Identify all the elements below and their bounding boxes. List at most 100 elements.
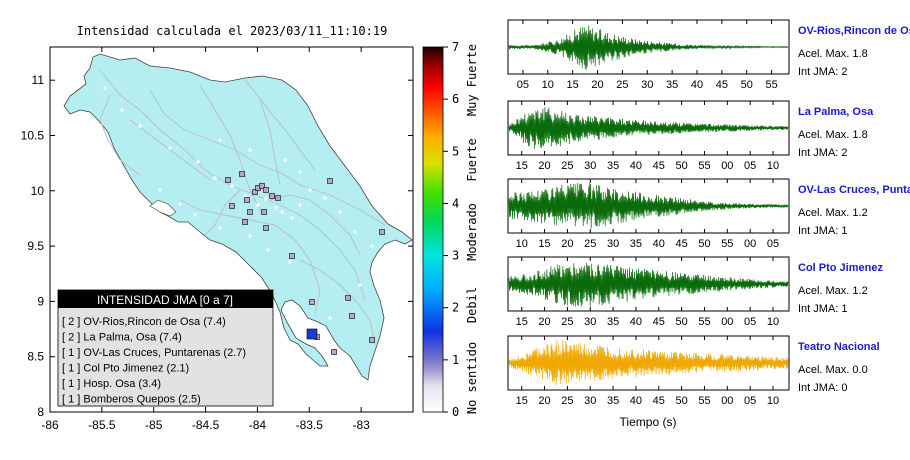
trace-x-tick-label: 05 — [744, 395, 756, 407]
map-x-tick-label: -84.5 — [192, 418, 220, 432]
intensity-legend: INTENSIDAD JMA [0 a 7] [ 2 ] OV-Rios,Rin… — [57, 289, 274, 407]
town-dot — [168, 146, 172, 150]
trace-x-tick-label: 20 — [561, 238, 573, 250]
map-y-tick-label: 11 — [32, 73, 45, 87]
trace-x-tick-label: 20 — [538, 395, 550, 407]
town-dot — [358, 283, 362, 287]
max-acceleration: Acel. Max. 1.8 — [798, 129, 868, 141]
town-dot — [213, 176, 217, 180]
station-marker — [369, 337, 375, 343]
trace-x-tick-label: 20 — [591, 79, 603, 91]
trace-x-tick-label: 00 — [721, 316, 733, 328]
town-dot — [196, 160, 200, 164]
town-dot — [370, 244, 374, 248]
road-line — [199, 84, 261, 211]
trace-x-tick-label: 25 — [561, 160, 573, 172]
road-line — [204, 189, 241, 236]
trace-x-tick-label: 35 — [630, 238, 642, 250]
trace-x-tick-label: 10 — [542, 79, 554, 91]
trace-x-tick-label: 45 — [716, 79, 728, 91]
map-y-tick-label: 9.5 — [27, 239, 44, 253]
trace-x-tick-label: 35 — [666, 79, 678, 91]
station-name: Teatro Nacional — [798, 341, 880, 353]
trace-x-tick-label: 15 — [516, 316, 528, 328]
nicoya-inlet — [149, 199, 177, 217]
trace-x-tick-label: 40 — [691, 79, 703, 91]
colorbar-tick-label: 2 — [452, 301, 459, 315]
colorbar-label: Fuerte — [465, 138, 479, 181]
legend-item: [ 2 ] OV-Rios,Rincon de Osa (7.4) — [62, 316, 226, 328]
station-marker — [269, 193, 275, 199]
legend-title: INTENSIDAD JMA [0 a 7] — [97, 293, 233, 307]
trace-x-tick-label: 10 — [767, 395, 779, 407]
colorbar-label: Moderado — [465, 203, 479, 261]
map-y-tick-label: 8.5 — [27, 350, 44, 364]
waveform-line — [508, 182, 789, 229]
town-dot — [328, 316, 332, 320]
max-acceleration: Acel. Max. 1.2 — [798, 285, 868, 297]
town-dot — [280, 210, 284, 214]
colorbar-label: Muy Fuerte — [465, 44, 479, 116]
trace-x-tick-label: 00 — [721, 395, 733, 407]
town-dot — [218, 226, 222, 230]
trace-x-tick-label: 25 — [561, 316, 573, 328]
map-title: Intensidad calculada el 2023/03/11_11:10… — [77, 24, 388, 38]
max-acceleration: Acel. Max. 0.0 — [798, 364, 868, 376]
colorbar-tick-label: 0 — [452, 405, 459, 419]
trace-x-tick-label: 40 — [630, 316, 642, 328]
trace-x-tick-label: 40 — [630, 395, 642, 407]
trace-x-tick-label: 25 — [616, 79, 628, 91]
time-axis-label: Tiempo (s) — [620, 415, 677, 429]
station-name: OV-Rios,Rincon de Osa — [798, 25, 910, 37]
trace-panel: 05 10 15 20 25 30 35 40 45 50 55 OV-Rios,Rincon de … — [507, 19, 910, 91]
jma-intensity: Int JMA: 2 — [798, 147, 848, 159]
station-marker — [289, 253, 295, 259]
trace-x-tick-label: 55 — [765, 79, 777, 91]
road-line — [129, 119, 211, 181]
town-dot — [338, 210, 342, 214]
trace-x-tick-label: 20 — [538, 316, 550, 328]
trace-x-tick-label: 15 — [567, 79, 579, 91]
trace-panel: 15 20 25 30 35 40 45 50 55 00 05 10 Teatro Nacional A… — [507, 335, 880, 407]
road-line — [244, 79, 316, 171]
trace-x-tick-label: 05 — [767, 238, 779, 250]
trace-x-tick-label: 55 — [698, 160, 710, 172]
trace-x-tick-label: 55 — [698, 316, 710, 328]
road-line — [99, 94, 141, 176]
trace-x-tick-label: 35 — [607, 395, 619, 407]
map-x-tick-label: -85 — [145, 418, 163, 432]
trace-x-tick-label: 50 — [741, 79, 753, 91]
town-dot — [290, 216, 294, 220]
town-dot — [288, 260, 292, 264]
station-marker — [275, 195, 281, 201]
colorbar-tick-label: 6 — [452, 92, 459, 106]
station-marker — [349, 313, 355, 319]
map-x-tick-label: -83 — [352, 418, 370, 432]
station-marker — [259, 183, 265, 189]
colorbar-tick-label: 3 — [452, 249, 459, 263]
road-line — [269, 194, 361, 256]
trace-x-tick-label: 10 — [767, 316, 779, 328]
colorbar-tick-label: 4 — [452, 196, 459, 210]
town-dot — [193, 213, 197, 217]
colorbar-label: Debil — [465, 287, 479, 323]
station-name: Col Pto Jimenez — [798, 262, 883, 274]
jma-intensity: Int JMA: 2 — [798, 66, 848, 78]
waveform-line — [508, 262, 789, 307]
town-dot — [274, 205, 278, 209]
trace-panel: 15 20 25 30 35 40 45 50 55 00 05 10 La Palma, Osa Ace… — [507, 100, 874, 172]
town-dot — [298, 203, 302, 207]
town-dot — [120, 108, 124, 112]
trace-x-tick-label: 05 — [517, 79, 529, 91]
epicenter-marker — [306, 328, 318, 340]
road-line — [149, 89, 386, 226]
waveform-line — [508, 107, 789, 149]
trace-x-tick-label: 15 — [516, 160, 528, 172]
trace-x-tick-label: 30 — [641, 79, 653, 91]
colorbar-label: No sentido — [465, 342, 479, 414]
trace-x-tick-label: 30 — [607, 238, 619, 250]
trace-x-tick-label: 20 — [538, 160, 550, 172]
station-marker — [345, 295, 351, 301]
trace-panel: 10 15 20 25 30 35 40 45 50 55 00 05 OV-Las Cruces, P… — [507, 178, 910, 250]
town-dot — [323, 196, 327, 200]
